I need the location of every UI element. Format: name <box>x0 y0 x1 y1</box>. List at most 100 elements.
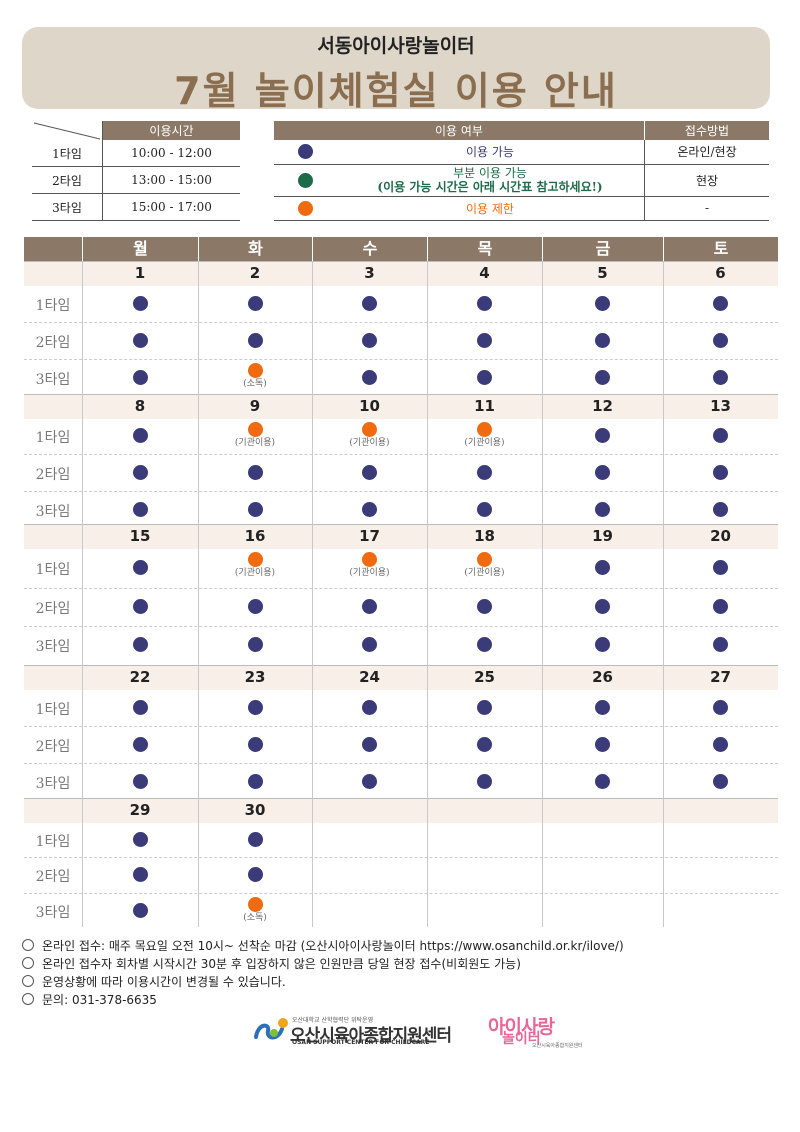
available-dot-icon <box>362 332 377 348</box>
slot-cell <box>663 464 778 480</box>
slot-cell <box>427 637 542 652</box>
time-table-header: 이용시간 <box>102 121 240 140</box>
slot-cell <box>198 736 312 752</box>
slot-cell <box>663 369 778 385</box>
slot-cell <box>82 332 198 348</box>
slot-separator <box>24 893 778 894</box>
note-item: 온라인 접수자 회차별 시작시간 30분 후 입장하지 않은 인원만큼 당일 현… <box>22 955 624 973</box>
available-dot-icon <box>132 464 148 480</box>
available-dot-icon <box>247 773 263 789</box>
slot-label: 2타임 <box>35 334 71 351</box>
slot-cell <box>427 599 542 614</box>
date-row <box>24 524 778 549</box>
slot-cell <box>198 867 312 882</box>
available-dot-icon <box>477 332 492 348</box>
slot-separator <box>24 626 778 627</box>
slot-cell <box>312 773 427 789</box>
available-dot-icon <box>477 369 492 385</box>
available-dot-icon <box>362 501 377 517</box>
play-center-logo: 아이사랑 놀이터 오산시육아종합지원센터 <box>488 1014 588 1050</box>
slot-cell <box>198 464 312 480</box>
available-dot-icon <box>132 773 148 789</box>
date-row <box>24 665 778 690</box>
day-header-1: 화 <box>199 237 312 261</box>
date-number: 10 <box>359 397 380 415</box>
slot-label: 1타임 <box>35 430 71 446</box>
time-slot-label: 2타임 <box>32 166 103 194</box>
restricted-dot-icon <box>477 422 492 437</box>
date-number: 2 <box>249 264 261 282</box>
slot-note: (기관이용) <box>464 438 505 448</box>
available-dot-icon <box>595 637 610 652</box>
slot-label: 3타임 <box>35 371 71 388</box>
circle-bullet-icon <box>22 939 34 951</box>
grid-line <box>82 261 83 927</box>
slot-note: (기관이용) <box>349 438 390 448</box>
slot-cell <box>427 699 542 715</box>
slot-cell: (기관이용) <box>312 552 427 579</box>
slot-cell <box>82 369 198 385</box>
time-slot-label: 1타임 <box>32 140 103 167</box>
grid-line <box>312 261 313 927</box>
date-number: 4 <box>479 264 490 282</box>
date-row <box>24 261 778 286</box>
available-dot-icon <box>713 599 728 614</box>
available-dot-icon <box>477 464 492 480</box>
date-number: 8 <box>134 397 146 415</box>
slot-cell: (기관이용) <box>427 552 542 579</box>
legend-label-note: (이용 가능 시간은 아래 시간표 참고하세요!) <box>377 180 603 194</box>
time-slot-label: 3타임 <box>32 193 103 221</box>
available-dot-icon <box>362 637 377 652</box>
slot-cell <box>82 867 198 882</box>
slot-note: (기관이용) <box>234 438 276 448</box>
legend-label: 이용 가능 <box>336 140 645 165</box>
grid-line <box>663 261 664 927</box>
play-logo-bottom: 놀이터 <box>502 1031 541 1047</box>
date-number: 11 <box>474 397 495 415</box>
available-dot-icon <box>247 332 263 348</box>
slot-cell <box>663 501 778 517</box>
circle-bullet-icon <box>22 993 34 1005</box>
slot-separator <box>24 588 778 589</box>
slot-separator <box>24 857 778 858</box>
slot-cell <box>198 501 312 517</box>
note-text: 온라인 접수: 매주 목요일 오전 10시~ 선착순 마감 (오산시아이사랑놀이… <box>42 939 624 953</box>
slot-cell <box>542 736 663 752</box>
slot-cell <box>312 295 427 311</box>
date-number <box>427 798 542 822</box>
available-dot-icon <box>713 369 728 385</box>
legend-label: 이용 제한 <box>336 196 645 221</box>
slot-cell <box>312 369 427 385</box>
slot-cell <box>312 332 427 348</box>
page-title: 7월 놀이체험실 이용 안내 <box>174 69 618 113</box>
slot-cell <box>82 599 198 614</box>
available-dot-icon <box>362 699 377 715</box>
restricted-dot-icon <box>247 552 263 567</box>
slot-cell <box>312 464 427 480</box>
slot-cell <box>663 773 778 789</box>
date-row <box>24 394 778 419</box>
circle-bullet-icon <box>22 957 34 969</box>
slot-label: 2타임 <box>35 466 71 483</box>
slot-cell <box>542 637 663 652</box>
available-dot-icon <box>362 369 377 385</box>
slot-separator <box>24 491 778 492</box>
slot-cell <box>542 560 663 575</box>
date-number: 5 <box>597 264 608 282</box>
date-number <box>312 798 427 822</box>
grid-line <box>198 261 199 927</box>
available-dot-icon <box>595 464 610 480</box>
note-item: 온라인 접수: 매주 목요일 오전 10시~ 선착순 마감 (오산시아이사랑놀이… <box>22 937 624 955</box>
slot-cell <box>82 903 198 918</box>
partial-dot-icon <box>297 172 313 188</box>
slot-separator <box>24 454 778 455</box>
slot-cell <box>312 501 427 517</box>
slot-cell <box>427 464 542 480</box>
slot-cell <box>542 369 663 385</box>
legend-method: - <box>644 196 769 221</box>
slot-label: 2타임 <box>35 601 71 617</box>
slot-separator <box>24 763 778 764</box>
available-dot-icon <box>713 464 728 480</box>
slot-cell <box>542 295 663 311</box>
slot-label: 2타임 <box>35 869 71 885</box>
